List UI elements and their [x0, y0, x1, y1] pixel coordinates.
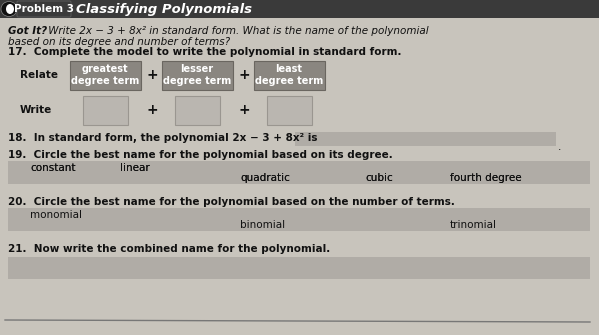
Text: Write: Write	[20, 105, 52, 115]
Text: +: +	[238, 103, 250, 117]
Text: 17.  Complete the model to write the polynomial in standard form.: 17. Complete the model to write the poly…	[8, 47, 401, 57]
Text: monomial: monomial	[30, 210, 82, 220]
Text: cubic: cubic	[365, 173, 393, 183]
FancyBboxPatch shape	[17, 1, 71, 17]
Text: +: +	[146, 103, 158, 117]
Text: Got It?: Got It?	[8, 26, 47, 36]
Text: cubic: cubic	[365, 173, 393, 183]
Text: based on its degree and number of terms?: based on its degree and number of terms?	[8, 37, 230, 47]
FancyBboxPatch shape	[83, 95, 128, 125]
FancyBboxPatch shape	[69, 61, 141, 89]
Text: +: +	[146, 68, 158, 82]
FancyBboxPatch shape	[0, 0, 599, 18]
Text: fourth degree: fourth degree	[450, 173, 522, 183]
Ellipse shape	[6, 4, 14, 14]
FancyBboxPatch shape	[162, 61, 232, 89]
Text: .: .	[558, 142, 561, 152]
Text: Write 2x − 3 + 8x² in standard form. What is the name of the polynomial: Write 2x − 3 + 8x² in standard form. Wha…	[45, 26, 429, 36]
Text: trinomial: trinomial	[450, 220, 497, 230]
Text: 21.  Now write the combined name for the polynomial.: 21. Now write the combined name for the …	[8, 244, 330, 254]
Text: Relate: Relate	[20, 70, 58, 80]
Text: Problem 3: Problem 3	[14, 4, 74, 14]
FancyBboxPatch shape	[8, 219, 590, 231]
Text: greatest
degree term: greatest degree term	[71, 64, 139, 86]
Text: quadratic: quadratic	[240, 173, 290, 183]
Text: Classifying Polynomials: Classifying Polynomials	[76, 2, 252, 15]
Text: constant: constant	[30, 163, 75, 173]
Text: linear: linear	[120, 163, 150, 173]
Text: 19.  Circle the best name for the polynomial based on its degree.: 19. Circle the best name for the polynom…	[8, 150, 393, 160]
FancyBboxPatch shape	[253, 61, 325, 89]
Text: linear: linear	[120, 163, 150, 173]
Text: +: +	[238, 68, 250, 82]
FancyBboxPatch shape	[267, 95, 311, 125]
Text: 18.  In standard form, the polynomial 2x − 3 + 8x² is: 18. In standard form, the polynomial 2x …	[8, 133, 317, 143]
FancyBboxPatch shape	[8, 257, 590, 279]
Text: binomial: binomial	[240, 220, 285, 230]
FancyBboxPatch shape	[174, 95, 219, 125]
FancyBboxPatch shape	[8, 172, 590, 184]
Text: quadratic: quadratic	[240, 173, 290, 183]
Text: 20.  Circle the best name for the polynomial based on the number of terms.: 20. Circle the best name for the polynom…	[8, 197, 455, 207]
FancyBboxPatch shape	[295, 132, 555, 145]
Text: least
degree term: least degree term	[255, 64, 323, 86]
Ellipse shape	[1, 1, 17, 16]
FancyBboxPatch shape	[8, 161, 590, 173]
Text: fourth degree: fourth degree	[450, 173, 522, 183]
FancyBboxPatch shape	[8, 208, 590, 220]
Text: lesser
degree term: lesser degree term	[163, 64, 231, 86]
Text: constant: constant	[30, 163, 75, 173]
